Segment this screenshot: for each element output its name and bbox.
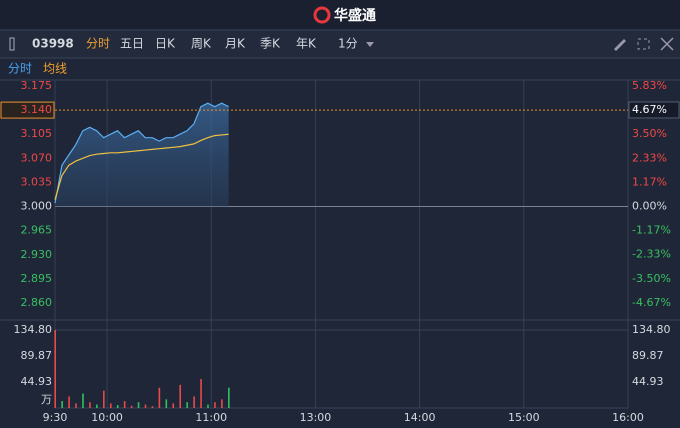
volume-bar: [151, 406, 154, 408]
x-tick-label: 16:00: [612, 411, 644, 424]
toolbar: [0, 30, 680, 58]
volume-bar: [144, 404, 147, 408]
price-line: [54, 102, 229, 204]
volume-bar: [186, 402, 188, 408]
period-tab[interactable]: 月K: [225, 37, 246, 51]
volume-bar: [75, 403, 77, 408]
price-line: [54, 133, 229, 200]
y2-tick-label: 89.87: [632, 349, 664, 362]
y-tick-label: 44.93: [21, 375, 53, 388]
y-tick-label: 2.930: [21, 248, 53, 261]
volume-bar: [214, 402, 216, 408]
header-bar: [0, 0, 680, 30]
x-tick-label: 13:00: [300, 411, 332, 424]
volume-bar: [109, 403, 112, 408]
plot-frame: [54, 79, 629, 409]
period-tab[interactable]: 年K: [296, 37, 317, 51]
collapse-icon[interactable]: [9, 37, 15, 51]
y-tick-label: 89.87: [21, 349, 53, 362]
last-change-box: [628, 101, 680, 119]
y-tick-label: 2.965: [21, 224, 53, 237]
logo-icon: [313, 6, 331, 24]
volume-bar: [96, 404, 98, 408]
volume-bar: [228, 387, 230, 408]
volume-bar: [103, 390, 105, 408]
y-tick-label: 2.895: [21, 272, 53, 285]
volume-bar: [89, 402, 91, 408]
dropdown-arrow[interactable]: [366, 42, 374, 47]
period-tab[interactable]: 日K: [155, 37, 176, 51]
subtab[interactable]: 分时: [8, 62, 32, 76]
period-tab[interactable]: 分时: [86, 37, 110, 51]
volume-bar: [68, 396, 70, 408]
volume-bar: [61, 401, 63, 408]
y2-tick-label: 44.93: [632, 375, 664, 388]
volume-bar: [200, 379, 202, 408]
close-icon[interactable]: [660, 37, 674, 51]
interval[interactable]: 1分: [338, 37, 358, 51]
y2-tick-label: 0.00%: [632, 199, 667, 212]
volume-bar: [130, 405, 133, 408]
subtab[interactable]: 均线: [43, 62, 67, 76]
y2-tick-label: 1.17%: [632, 175, 667, 188]
last-change-label: 4.67%: [632, 103, 667, 116]
volume-bar: [54, 330, 56, 408]
logo-text: 华盛通: [334, 7, 376, 24]
last-price-box: [0, 101, 55, 119]
x-tick-label: 14:00: [404, 411, 436, 424]
y2-tick-label: 2.33%: [632, 151, 667, 164]
x-tick-label: 15:00: [508, 411, 540, 424]
y2-tick-label: -1.17%: [632, 224, 671, 237]
y-tick-label: 2.860: [21, 296, 53, 309]
stock-code: 03998: [32, 37, 74, 51]
volume-bar: [179, 384, 182, 408]
x-tick-label: 9:30: [43, 411, 68, 424]
volume-bar: [82, 393, 84, 408]
y2-tick-label: 5.83%: [632, 79, 667, 92]
period-tab[interactable]: 季K: [260, 37, 281, 51]
edit-icon[interactable]: [614, 39, 626, 51]
volume-bar: [193, 396, 195, 408]
volume-bar: [172, 403, 175, 408]
y-tick-label: 3.105: [21, 127, 53, 140]
last-price-label: 3.140: [21, 103, 53, 116]
x-tick-label: 10:00: [91, 411, 123, 424]
y-tick-label: 3.070: [21, 151, 53, 164]
volume-bar: [123, 401, 126, 408]
volume-bar: [158, 387, 161, 408]
y-tick-label: 134.80: [14, 323, 53, 336]
volume-bar: [165, 399, 168, 408]
y2-tick-label: 3.50%: [632, 127, 667, 140]
price-area: [55, 103, 229, 207]
volume-bar: [221, 399, 223, 408]
volume-unit: 万: [41, 393, 52, 406]
x-tick-label: 11:00: [195, 411, 227, 424]
y2-tick-label: 134.80: [632, 323, 671, 336]
y2-tick-label: -3.50%: [632, 272, 671, 285]
y-tick-label: 3.000: [21, 200, 53, 213]
period-tab[interactable]: 五日: [120, 37, 144, 51]
y-tick-label: 3.035: [21, 175, 53, 188]
expand-icon[interactable]: [637, 38, 650, 50]
y-tick-label: 3.175: [21, 79, 53, 92]
volume-bar: [137, 402, 140, 408]
volume-bar: [116, 405, 119, 408]
volume-bar: [207, 404, 209, 408]
period-tab[interactable]: 周K: [191, 37, 212, 51]
y2-tick-label: -2.33%: [632, 248, 671, 261]
y2-tick-label: -4.67%: [632, 296, 671, 309]
